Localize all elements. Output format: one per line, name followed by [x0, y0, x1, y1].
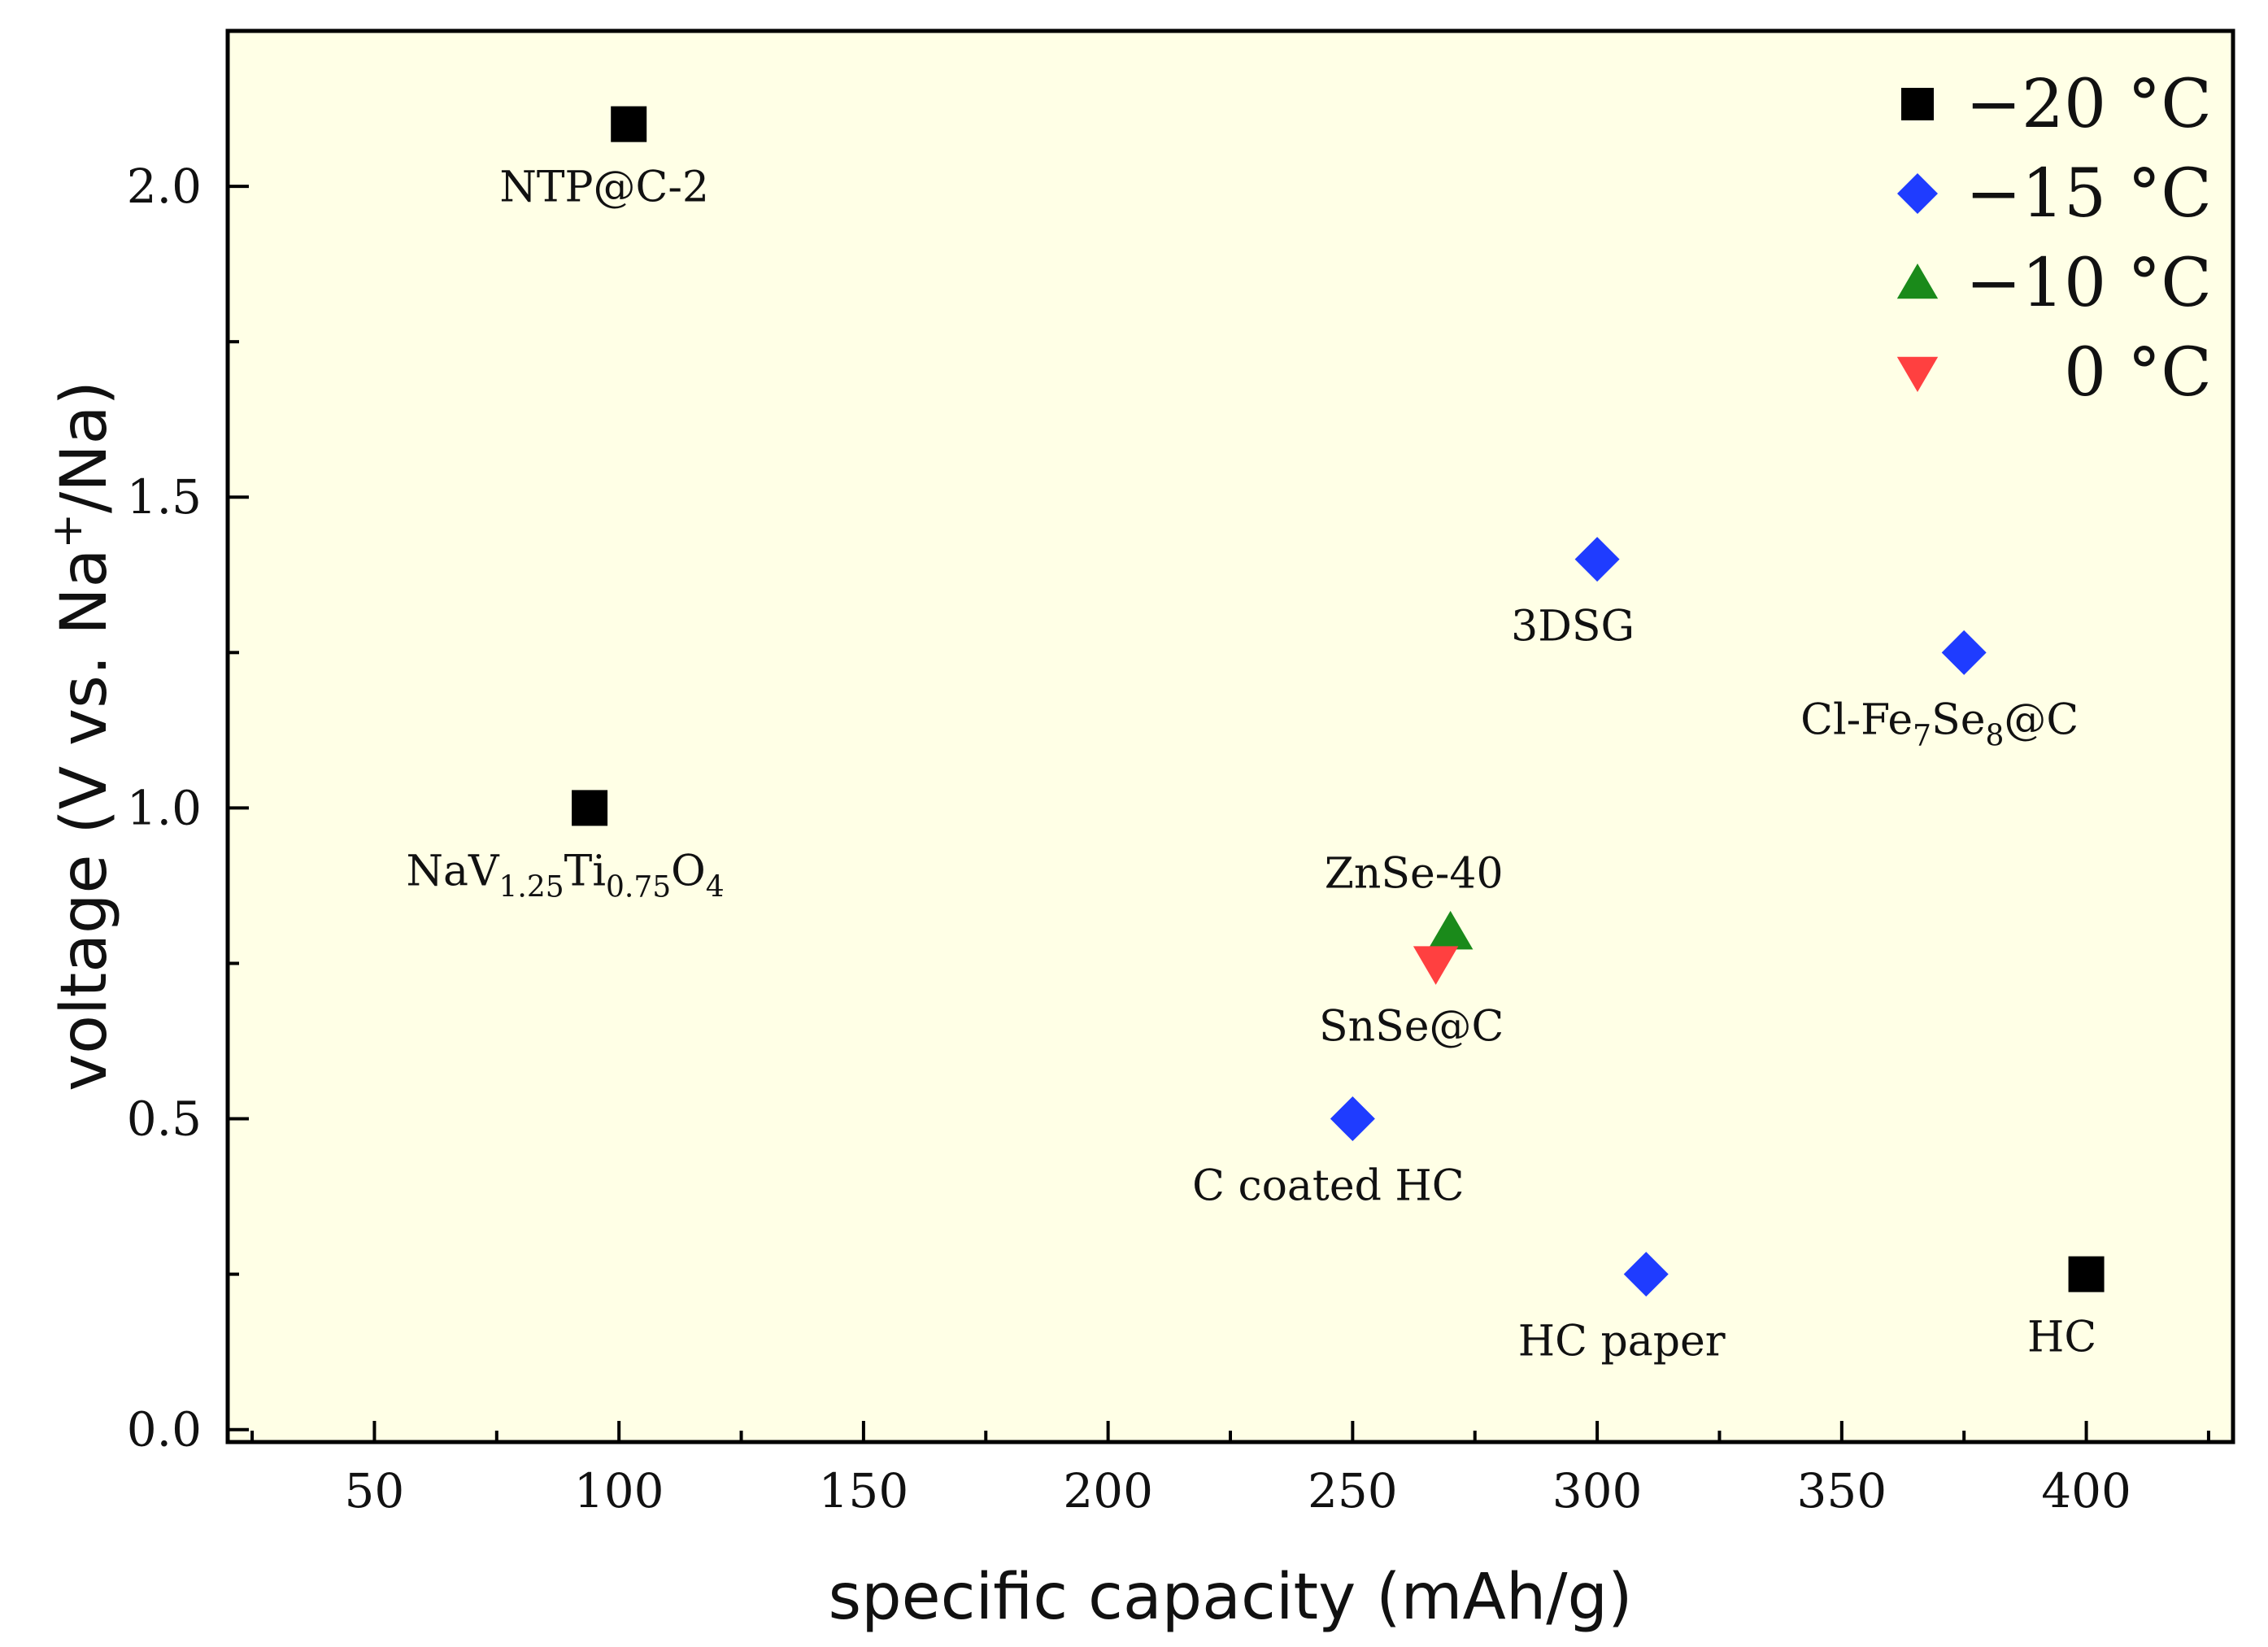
data-point-diamond	[1941, 630, 1987, 675]
point-label-text: HC paper	[1518, 1318, 1726, 1366]
point-label: 3DSG	[1511, 603, 1635, 651]
y-axis: 0.0 0.5 1.0 1.5 2.0	[127, 159, 249, 1457]
y-tick-label: 1.0	[127, 780, 202, 835]
y-axis-title: voltage (V vs. Na+/Na)	[43, 381, 121, 1091]
y-tick-label: 0.0	[127, 1402, 202, 1457]
y-axis-title-prefix: voltage (V vs. Na	[48, 549, 121, 1091]
x-axis: 50 100 150 200 250 300 350 400	[250, 1421, 2210, 1518]
data-point-diamond	[1623, 1252, 1669, 1297]
y-axis-title-suffix: /Na)	[48, 381, 121, 513]
point-label-text: O	[671, 847, 706, 895]
point-label-text: 3DSG	[1511, 603, 1635, 651]
legend: −20 °C −15 °C −10 °C 0 °C	[1896, 66, 2212, 412]
legend-label: −20 °C	[1965, 66, 2212, 143]
x-tick-label: 350	[1796, 1463, 1887, 1518]
data-point-triangle-down	[1413, 946, 1459, 985]
data-point-square	[2068, 1256, 2105, 1292]
legend-label: −10 °C	[1965, 245, 2212, 322]
data-point-triangle-up	[1427, 910, 1474, 950]
legend-label: −15 °C	[1965, 155, 2212, 233]
point-label-text: SnSe@C	[1319, 1002, 1504, 1051]
legend-label: 0 °C	[2064, 334, 2212, 412]
x-tick-label: 400	[2041, 1463, 2131, 1518]
plot-area	[225, 28, 2235, 1444]
y-tick-label: 0.5	[127, 1091, 202, 1147]
point-label-text: @C	[2004, 695, 2079, 744]
point-label-subscript: 8	[1985, 719, 2004, 752]
point-label-text: Ti	[564, 847, 606, 895]
x-tick-label: 300	[1552, 1463, 1643, 1518]
data-point-square	[611, 106, 647, 142]
legend-marker-triangle-down	[1896, 356, 1939, 392]
point-label: ZnSe-40	[1325, 849, 1504, 898]
x-axis-title: specific capacity (mAh/g)	[828, 1561, 1632, 1634]
y-tick-label: 1.5	[127, 469, 202, 525]
y-tick-label: 2.0	[127, 159, 202, 214]
data-points	[572, 106, 2105, 1297]
x-tick-label: 100	[574, 1463, 664, 1518]
point-label: C coated HC	[1192, 1162, 1464, 1211]
point-label-text: HC	[2027, 1314, 2096, 1362]
point-label-text: C coated HC	[1192, 1162, 1464, 1211]
y-axis-title-superscript: +	[43, 513, 92, 549]
point-label-text: ZnSe-40	[1325, 849, 1504, 898]
point-label: NTP@C-2	[499, 163, 709, 212]
point-label-text: NTP@C-2	[499, 163, 709, 212]
point-label: SnSe@C	[1319, 1002, 1504, 1051]
point-label-subscript: 7	[1913, 719, 1931, 752]
x-tick-label: 200	[1063, 1463, 1153, 1518]
point-label: HC paper	[1518, 1318, 1726, 1366]
x-tick-label: 50	[345, 1463, 405, 1518]
point-labels: NTP@C-2NaV1.25Ti0.75O4HC3DSGCl-Fe7Se8@CC…	[406, 163, 2096, 1366]
x-tick-label: 150	[819, 1463, 909, 1518]
point-label: Cl-Fe7Se8@C	[1800, 695, 2079, 752]
legend-marker-triangle-up	[1896, 264, 1939, 299]
point-label: NaV1.25Ti0.75O4	[406, 847, 724, 904]
point-label-subscript: 4	[706, 870, 725, 904]
data-point-diamond	[1330, 1096, 1375, 1142]
point-label-text: Cl-Fe	[1800, 695, 1913, 744]
legend-marker-diamond	[1897, 173, 1938, 214]
point-label-subscript: 0.75	[606, 870, 671, 904]
point-label-text: Se	[1931, 695, 1985, 744]
data-point-square	[572, 790, 608, 826]
point-label-text: NaV	[406, 847, 500, 895]
point-label-subscript: 1.25	[499, 870, 564, 904]
point-label: HC	[2027, 1314, 2096, 1362]
legend-marker-square	[1901, 88, 1934, 120]
x-tick-label: 250	[1308, 1463, 1398, 1518]
data-point-diamond	[1574, 537, 1620, 582]
